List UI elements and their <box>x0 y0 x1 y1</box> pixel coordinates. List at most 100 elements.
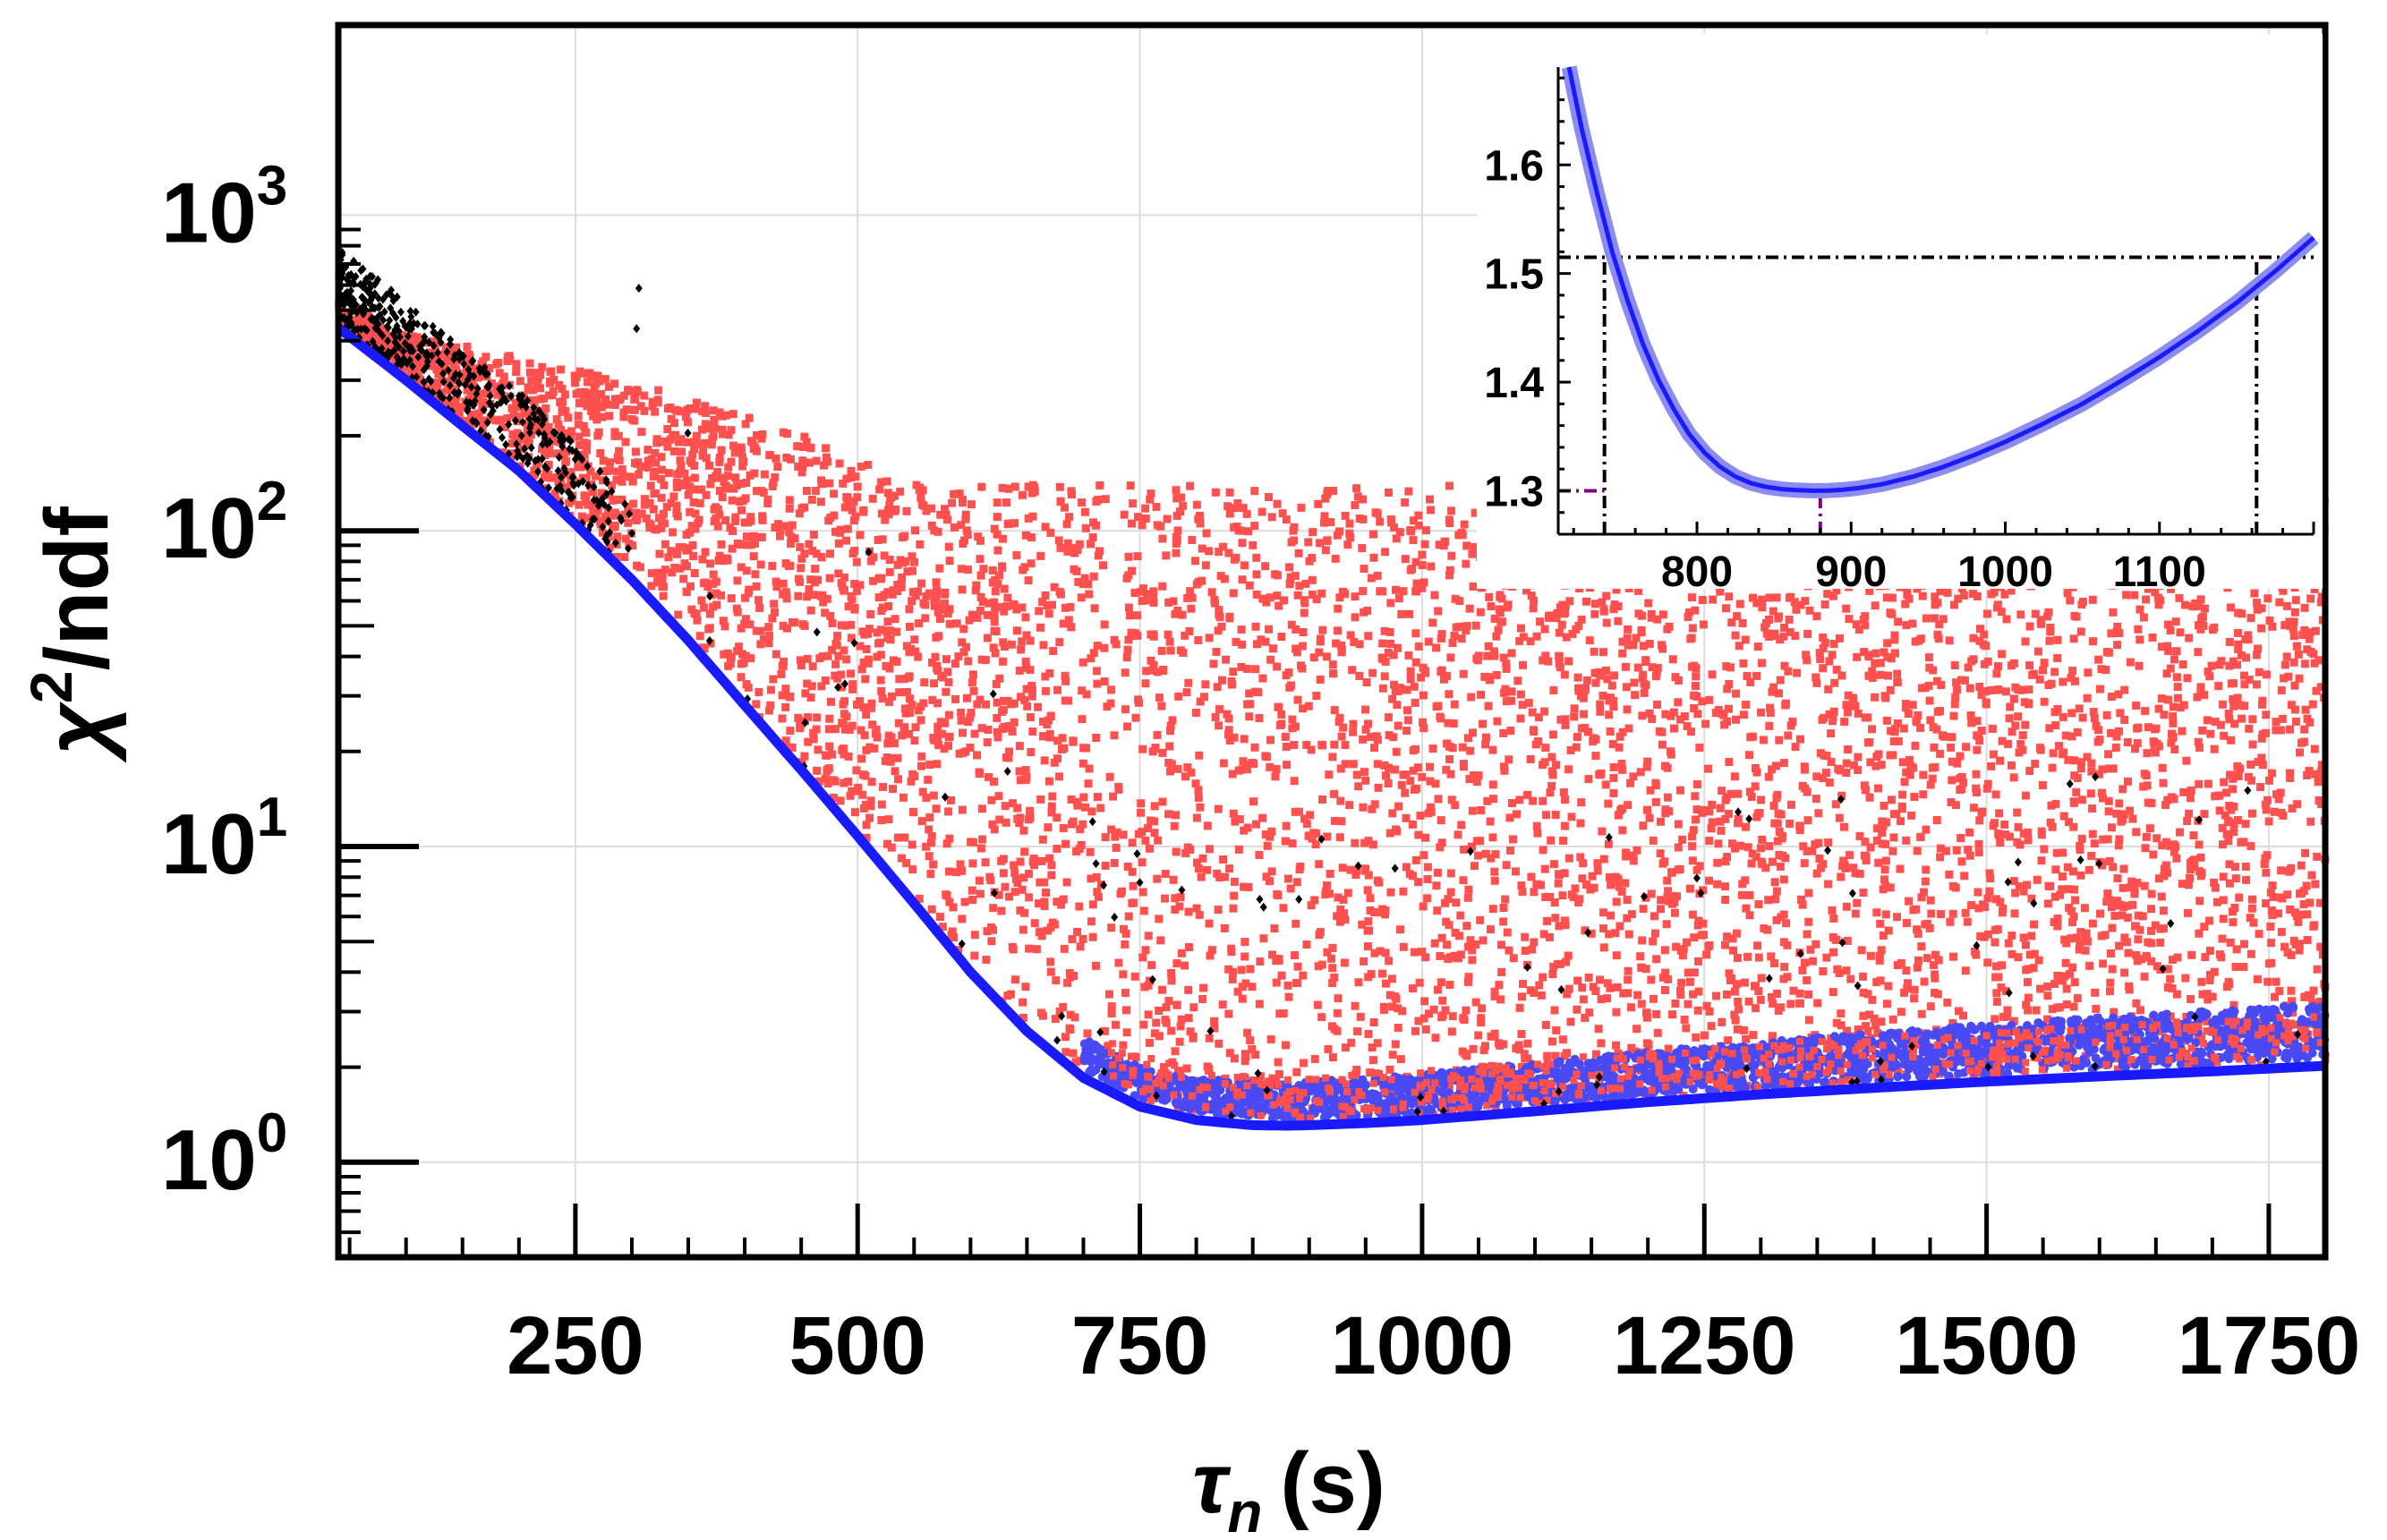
red-point <box>1863 990 1872 999</box>
red-point <box>859 506 868 515</box>
red-point <box>1320 512 1329 521</box>
red-point <box>1832 665 1841 674</box>
red-point <box>1880 801 1888 810</box>
red-point <box>2261 800 2270 809</box>
red-point <box>714 556 723 565</box>
red-point <box>892 627 901 636</box>
red-point <box>2317 800 2326 809</box>
red-point <box>881 515 890 524</box>
red-point <box>1758 595 1767 604</box>
red-point <box>1708 670 1717 679</box>
red-point <box>2107 629 2116 638</box>
red-point <box>524 409 533 418</box>
red-point <box>2187 786 2195 795</box>
red-point <box>1337 641 1346 650</box>
red-point <box>999 855 1008 864</box>
red-point <box>669 447 678 455</box>
red-point <box>1228 974 1237 983</box>
red-point <box>2117 817 2126 826</box>
red-point <box>1809 957 1818 966</box>
red-point <box>1670 908 1679 917</box>
red-point <box>1496 591 1505 600</box>
red-point <box>1584 775 1593 784</box>
red-point <box>1143 590 1152 599</box>
red-point <box>2128 814 2137 823</box>
red-point <box>575 432 584 441</box>
red-point <box>1225 736 1234 745</box>
red-point <box>2076 764 2085 773</box>
red-point <box>2282 652 2291 661</box>
red-point <box>1084 779 1093 788</box>
red-point <box>2009 694 2018 703</box>
red-point <box>925 760 934 769</box>
red-point <box>1975 736 1984 745</box>
red-point <box>1725 679 1734 688</box>
red-point <box>598 413 607 421</box>
red-point <box>2097 788 2106 797</box>
red-point <box>640 500 649 509</box>
red-point <box>862 644 871 653</box>
red-point <box>755 603 764 612</box>
red-point <box>1179 648 1188 657</box>
red-point <box>1445 981 1454 990</box>
red-point <box>2019 933 2028 942</box>
red-point <box>653 575 662 584</box>
red-point <box>1421 526 1430 535</box>
red-point <box>1842 759 1851 768</box>
red-point <box>618 495 627 504</box>
red-point <box>2113 641 2122 650</box>
red-point <box>1721 882 1730 891</box>
red-point <box>756 560 765 569</box>
red-point <box>2053 971 2062 980</box>
red-point <box>1547 767 1556 776</box>
red-point <box>1980 659 1989 668</box>
red-point <box>680 469 689 478</box>
red-point <box>1652 668 1661 676</box>
red-point <box>1484 642 1493 651</box>
red-point <box>1576 853 1585 862</box>
red-point <box>1251 665 1260 674</box>
red-point <box>1603 994 1612 1003</box>
red-point <box>1580 710 1589 719</box>
red-point <box>2229 1000 2238 1009</box>
red-point <box>2246 760 2255 769</box>
red-point <box>2122 938 2131 947</box>
red-point <box>829 776 838 785</box>
red-point <box>1471 998 1480 1007</box>
red-point <box>1376 947 1385 956</box>
red-point <box>1749 1031 1758 1040</box>
red-point <box>942 839 951 848</box>
red-point <box>707 440 716 449</box>
red-point <box>2068 867 2077 876</box>
red-point <box>2077 834 2086 843</box>
red-point <box>1112 640 1121 649</box>
red-point <box>1196 519 1205 528</box>
red-point <box>1609 762 1618 771</box>
red-point <box>1609 605 1618 614</box>
red-point <box>492 382 501 391</box>
red-point <box>1804 1016 1813 1025</box>
red-point <box>2050 892 2059 901</box>
red-point <box>1234 526 1243 535</box>
red-point <box>2157 694 2166 703</box>
red-point <box>1045 854 1054 863</box>
red-point <box>1445 481 1454 490</box>
red-point <box>1488 745 1497 754</box>
red-point <box>2120 715 2129 724</box>
red-point <box>1451 594 1460 603</box>
red-point <box>970 729 979 738</box>
red-point <box>905 694 914 703</box>
red-point <box>883 506 892 515</box>
red-point <box>1769 1000 1777 1008</box>
red-point <box>659 591 668 600</box>
red-point <box>1446 869 1455 878</box>
red-point <box>866 802 875 811</box>
red-point <box>1705 807 1714 816</box>
red-point <box>1987 761 1996 770</box>
red-point <box>349 316 358 325</box>
red-point <box>1599 648 1608 657</box>
red-point <box>1331 554 1340 563</box>
red-point <box>1733 612 1742 621</box>
red-point <box>541 484 550 493</box>
red-point <box>994 890 1003 899</box>
